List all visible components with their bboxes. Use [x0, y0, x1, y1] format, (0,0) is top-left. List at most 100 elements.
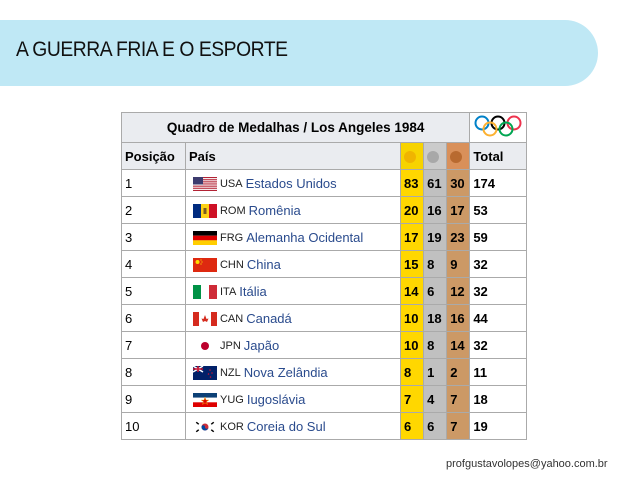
flag-can-icon — [192, 311, 217, 326]
country-code: YUG — [219, 393, 244, 406]
row-gold: 6 — [400, 412, 425, 440]
row-gold: 7 — [400, 385, 425, 413]
bronze-medal-icon — [450, 151, 463, 164]
flag-yug-icon — [192, 392, 217, 407]
row-gold: 83 — [400, 169, 425, 197]
row-bronze: 12 — [446, 277, 471, 305]
row-bronze: 2 — [446, 358, 471, 386]
row-silver: 61 — [423, 169, 448, 197]
table-row: 1 USA Estados Unidos 83 61 30 174 — [121, 169, 527, 197]
country-link[interactable]: Estados Unidos — [245, 176, 337, 192]
row-bronze: 30 — [446, 169, 471, 197]
header-bronze — [446, 142, 471, 170]
country-link[interactable]: Coreia do Sul — [246, 419, 326, 435]
flag-ita-icon — [192, 284, 217, 299]
country-code: JPN — [219, 339, 241, 352]
header-country: País — [184, 142, 402, 170]
table-row: 9 YUG Iugoslávia 7 4 7 18 — [121, 385, 527, 413]
row-position: 7 — [121, 331, 186, 359]
country-code: USA — [219, 177, 243, 190]
table-row: 7 JPN Japão 10 8 14 32 — [121, 331, 527, 359]
row-country: ITA Itália — [184, 277, 402, 305]
row-total: 59 — [469, 223, 527, 251]
silver-medal-icon — [427, 151, 440, 164]
row-silver: 6 — [423, 277, 448, 305]
row-bronze: 14 — [446, 331, 471, 359]
table-row: 6 CAN Canadá 10 18 16 44 — [121, 304, 527, 332]
olympic-rings-cell — [469, 112, 527, 143]
header-total: Total — [469, 142, 527, 170]
table-row: 10 KOR Coreia do Sul 6 6 7 19 — [121, 412, 527, 440]
country-link[interactable]: Canadá — [246, 311, 292, 327]
title-banner: A GUERRA FRIA E O ESPORTE — [0, 20, 598, 86]
country-link[interactable]: Romênia — [248, 203, 301, 219]
row-silver: 8 — [423, 250, 448, 278]
row-gold: 14 — [400, 277, 425, 305]
country-code: KOR — [219, 420, 244, 433]
country-code: CHN — [219, 258, 244, 271]
row-total: 44 — [469, 304, 527, 332]
row-position: 8 — [121, 358, 186, 386]
row-position: 6 — [121, 304, 186, 332]
row-position: 3 — [121, 223, 186, 251]
country-link[interactable]: Alemanha Ocidental — [246, 230, 364, 246]
table-caption: Quadro de Medalhas / Los Angeles 1984 — [120, 112, 471, 143]
row-silver: 6 — [423, 412, 448, 440]
row-country: CHN China — [184, 250, 402, 278]
country-code: NZL — [219, 366, 241, 379]
row-country: CAN Canadá — [184, 304, 402, 332]
row-position: 4 — [121, 250, 186, 278]
row-bronze: 7 — [446, 412, 471, 440]
header-silver — [423, 142, 448, 170]
flag-nzl-icon — [192, 364, 217, 380]
olympic-rings-icon — [474, 115, 522, 137]
row-country: JPN Japão — [184, 331, 402, 359]
row-gold: 20 — [400, 196, 425, 224]
header-gold — [400, 142, 425, 170]
table-row: 8 NZL Nova Zelândia 8 1 2 11 — [121, 358, 527, 386]
row-total: 32 — [469, 277, 527, 305]
row-silver: 18 — [423, 304, 448, 332]
flag-jpn-icon — [192, 338, 217, 353]
row-total: 18 — [469, 385, 527, 413]
country-link[interactable]: Itália — [239, 284, 267, 300]
flag-kor-icon — [192, 419, 217, 434]
table-row: 5 ITA Itália 14 6 12 32 — [121, 277, 527, 305]
row-country: NZL Nova Zelândia — [184, 358, 402, 386]
row-position: 1 — [121, 169, 186, 197]
row-gold: 10 — [400, 304, 425, 332]
row-position: 10 — [121, 412, 186, 440]
row-silver: 1 — [423, 358, 448, 386]
row-country: USA Estados Unidos — [184, 169, 402, 197]
gold-medal-icon — [404, 151, 417, 164]
row-country: KOR Coreia do Sul — [184, 412, 402, 440]
medal-table-container: Quadro de Medalhas / Los Angeles 1984 Po… — [120, 112, 527, 440]
row-total: 19 — [469, 412, 527, 440]
row-total: 32 — [469, 250, 527, 278]
medal-table: Quadro de Medalhas / Los Angeles 1984 Po… — [120, 112, 527, 440]
row-gold: 8 — [400, 358, 425, 386]
table-row: 2 ROM Romênia 20 16 17 53 — [121, 196, 527, 224]
flag-chn-icon — [192, 257, 217, 272]
row-bronze: 7 — [446, 385, 471, 413]
row-silver: 19 — [423, 223, 448, 251]
row-country: ROM Romênia — [184, 196, 402, 224]
row-gold: 17 — [400, 223, 425, 251]
row-total: 53 — [469, 196, 527, 224]
country-link[interactable]: Nova Zelândia — [243, 365, 328, 381]
row-gold: 15 — [400, 250, 425, 278]
row-position: 2 — [121, 196, 186, 224]
slide-title: A GUERRA FRIA E O ESPORTE — [16, 38, 288, 61]
table-row: 3 FRG Alemanha Ocidental 17 19 23 59 — [121, 223, 527, 251]
row-bronze: 17 — [446, 196, 471, 224]
row-bronze: 16 — [446, 304, 471, 332]
country-link[interactable]: Japão — [243, 338, 280, 354]
row-total: 32 — [469, 331, 527, 359]
row-position: 9 — [121, 385, 186, 413]
country-link[interactable]: Iugoslávia — [246, 392, 306, 408]
row-position: 5 — [121, 277, 186, 305]
row-country: YUG Iugoslávia — [184, 385, 402, 413]
row-total: 11 — [469, 358, 527, 386]
row-country: FRG Alemanha Ocidental — [184, 223, 402, 251]
country-link[interactable]: China — [246, 257, 281, 273]
